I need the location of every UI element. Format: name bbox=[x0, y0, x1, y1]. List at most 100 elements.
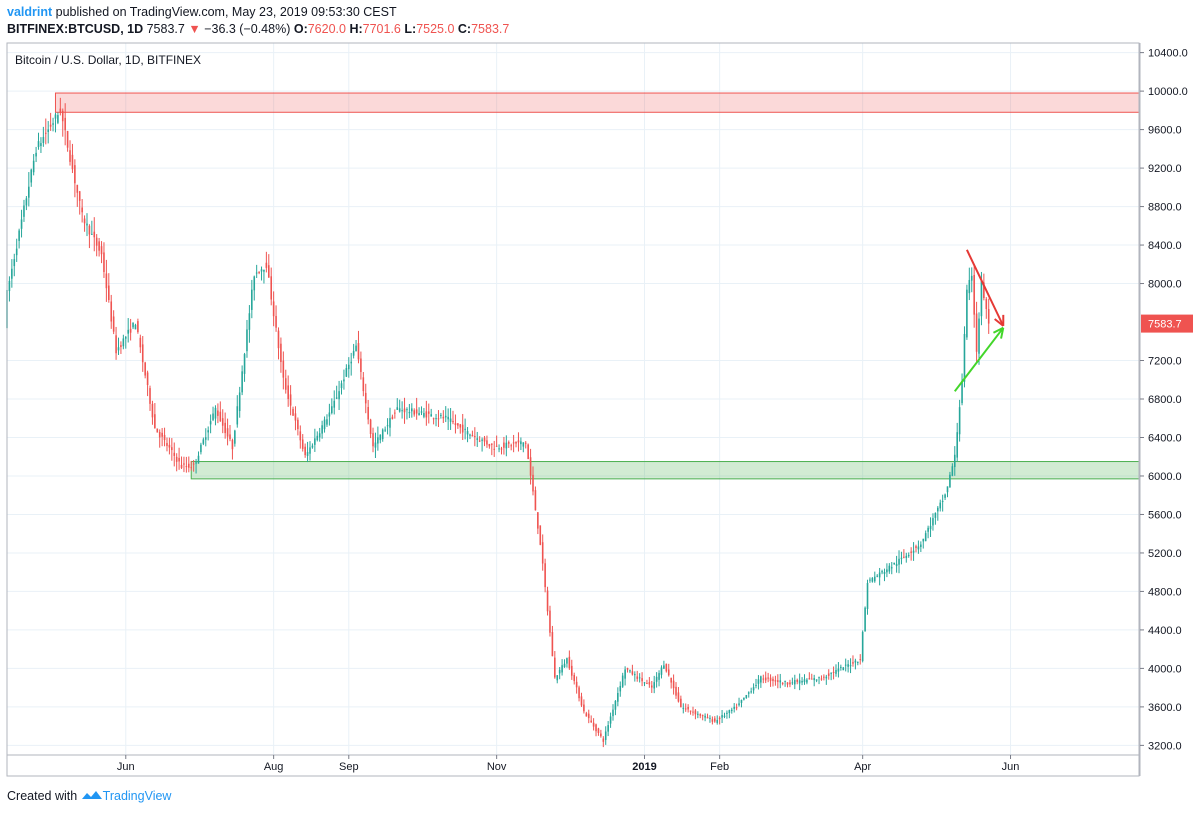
candle-body bbox=[241, 371, 243, 392]
candle-body bbox=[889, 566, 891, 572]
candle-body bbox=[935, 513, 937, 518]
candle-body bbox=[736, 707, 738, 708]
candle-body bbox=[239, 393, 241, 412]
candle-body bbox=[147, 372, 149, 385]
candle-body bbox=[411, 408, 413, 411]
candle-body bbox=[869, 580, 871, 581]
candle-body bbox=[952, 466, 954, 476]
candle-body bbox=[355, 346, 357, 352]
x-tick-label: Feb bbox=[710, 761, 729, 773]
candle-body bbox=[731, 710, 733, 711]
candle-body bbox=[253, 276, 255, 290]
candle-body bbox=[35, 153, 37, 157]
candle-body bbox=[726, 713, 728, 714]
candle-body bbox=[823, 677, 825, 678]
y-tick-label: 4000.0 bbox=[1148, 663, 1182, 675]
candle-body bbox=[918, 546, 920, 549]
candle-body bbox=[433, 418, 435, 419]
candle-body bbox=[985, 299, 987, 309]
candle-body bbox=[171, 447, 173, 450]
candle-body bbox=[532, 475, 534, 492]
candle-body bbox=[394, 413, 396, 414]
candle-body bbox=[399, 408, 401, 411]
candle-body bbox=[493, 449, 495, 450]
candle-body bbox=[447, 417, 449, 419]
candle-body bbox=[268, 265, 270, 277]
candle-body bbox=[721, 715, 723, 718]
candle-body bbox=[527, 445, 529, 459]
candle-body bbox=[227, 428, 229, 436]
candle-body bbox=[518, 440, 520, 442]
candle-body bbox=[389, 418, 391, 428]
candle-body bbox=[421, 411, 423, 412]
candle-body bbox=[91, 234, 93, 235]
candle-body bbox=[876, 576, 878, 577]
candle-body bbox=[430, 414, 432, 416]
candle-body bbox=[118, 347, 120, 350]
candle-body bbox=[365, 393, 367, 403]
candle-body bbox=[738, 703, 740, 705]
candle-body bbox=[712, 719, 714, 722]
candle-body bbox=[556, 675, 558, 680]
candle-body bbox=[925, 533, 927, 541]
candle-body bbox=[246, 329, 248, 351]
candle-body bbox=[770, 678, 772, 681]
candle-body bbox=[547, 591, 549, 612]
candle-body bbox=[384, 430, 386, 431]
candle-body bbox=[52, 123, 54, 124]
candle-body bbox=[813, 678, 815, 680]
candle-body bbox=[324, 420, 326, 430]
y-tick-label: 4400.0 bbox=[1148, 625, 1182, 637]
candle-body bbox=[826, 677, 828, 679]
candle-body bbox=[809, 678, 811, 679]
candle-body bbox=[719, 718, 721, 719]
y-tick-label: 3200.0 bbox=[1148, 740, 1182, 752]
candle-body bbox=[377, 437, 379, 443]
candle-body bbox=[794, 680, 796, 684]
candle-body bbox=[33, 161, 35, 172]
candle-body bbox=[256, 273, 258, 274]
candle-body bbox=[149, 388, 151, 404]
candle-body bbox=[607, 725, 609, 732]
candle-body bbox=[760, 676, 762, 682]
candle-body bbox=[600, 734, 602, 737]
candle-body bbox=[503, 443, 505, 448]
candle-body bbox=[135, 325, 137, 329]
candle-body bbox=[699, 714, 701, 716]
candle-body bbox=[64, 118, 66, 130]
candle-body bbox=[653, 682, 655, 688]
candle-body bbox=[244, 354, 246, 374]
candle-body bbox=[753, 687, 755, 690]
x-tick-label: Jun bbox=[1002, 761, 1020, 773]
candle-body bbox=[123, 338, 125, 346]
candle-body bbox=[217, 411, 219, 416]
candle-body bbox=[891, 567, 893, 568]
candle-body bbox=[367, 407, 369, 420]
candle-body bbox=[350, 362, 352, 364]
down-arrow-line bbox=[967, 250, 1003, 326]
candle-body bbox=[200, 445, 202, 452]
candle-body bbox=[251, 290, 253, 310]
candle-body bbox=[86, 224, 88, 226]
tradingview-link[interactable]: TradingView bbox=[103, 789, 172, 803]
candle-body bbox=[154, 414, 156, 428]
candle-body bbox=[16, 249, 18, 256]
candle-body bbox=[287, 385, 289, 399]
candle-body bbox=[784, 681, 786, 682]
candle-body bbox=[278, 331, 280, 349]
candle-body bbox=[787, 682, 789, 684]
y-tick-label: 9600.0 bbox=[1148, 125, 1182, 137]
candle-body bbox=[190, 467, 192, 468]
candle-body bbox=[207, 430, 209, 432]
candle-body bbox=[581, 696, 583, 705]
candle-body bbox=[292, 409, 294, 416]
candle-body bbox=[326, 419, 328, 424]
candle-body bbox=[443, 417, 445, 418]
candle-body bbox=[459, 424, 461, 427]
candle-body bbox=[435, 418, 437, 419]
candle-body bbox=[680, 699, 682, 707]
candle-body bbox=[859, 659, 861, 660]
candle-body bbox=[416, 409, 418, 413]
